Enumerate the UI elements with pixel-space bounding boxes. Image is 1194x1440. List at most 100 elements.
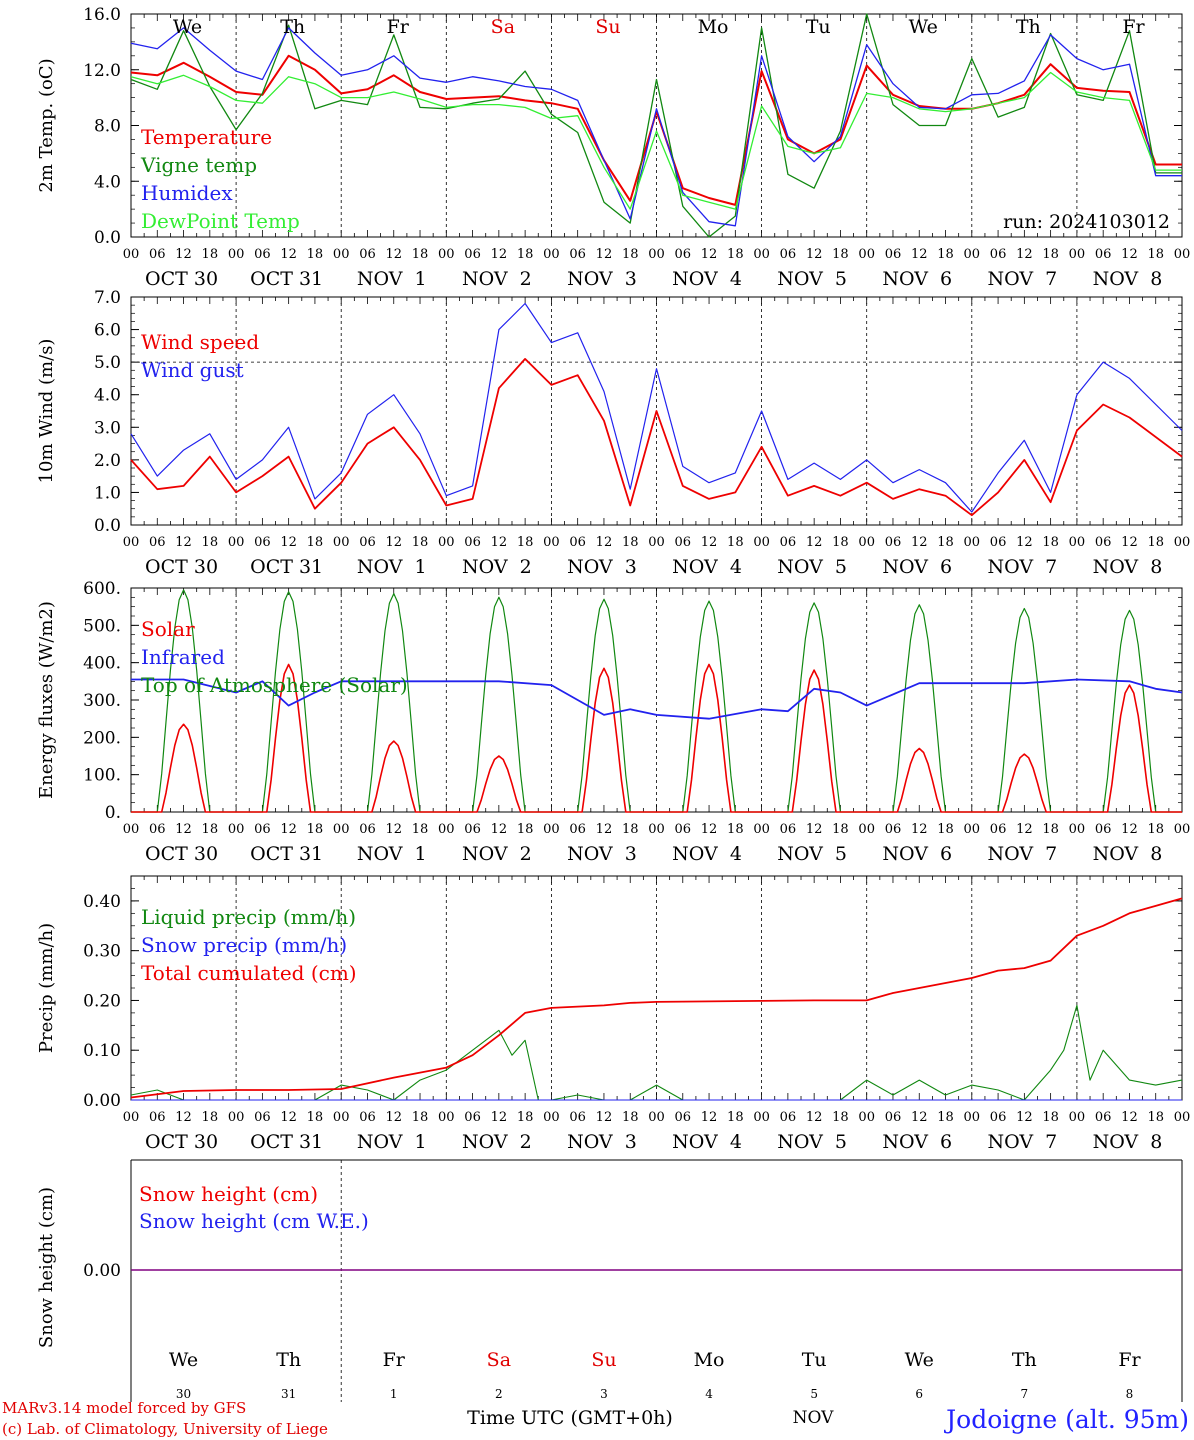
hour-tick-label: 00 [123,535,140,550]
day-name: We [173,16,202,38]
hour-tick-label: 12 [175,247,192,262]
hour-tick-label: 12 [596,822,613,837]
hour-tick-label: 00 [648,247,665,262]
hour-tick-label: 06 [780,535,797,550]
hour-tick-label: 18 [622,1110,639,1125]
date-label: NOV 2 [462,268,532,290]
hour-tick-label: 12 [806,822,823,837]
hour-tick-label: 12 [1121,1110,1138,1125]
month-label: NOV [793,1408,835,1428]
date-label: OCT 31 [250,843,323,865]
legend-entry: Temperature [141,125,272,149]
date-label: NOV 8 [1093,268,1163,290]
hour-tick-label: 12 [911,247,928,262]
y-tick-label: 6.0 [94,321,121,341]
hour-tick-label: 00 [648,1110,665,1125]
hour-tick-label: 06 [990,1110,1007,1125]
panel-2 [130,296,1183,526]
hour-tick-label: 18 [412,247,429,262]
day-number: 1 [390,1387,398,1401]
panel-1 [130,13,1183,238]
hour-tick-label: 00 [858,822,875,837]
day-name: Th [1016,16,1041,38]
y-tick-label: 5.0 [94,353,121,373]
series-line-3 [130,71,1182,210]
date-label: OCT 31 [250,556,323,578]
date-label: NOV 8 [1093,843,1163,865]
series-line-1 [130,302,1183,513]
hour-tick-label: 06 [990,247,1007,262]
day-name: Su [591,1349,616,1371]
hour-tick-label: 00 [123,1110,140,1125]
hour-tick-label: 00 [858,535,875,550]
hour-tick-label: 06 [569,822,586,837]
day-name: Th [276,1349,301,1371]
hour-tick-label: 06 [359,822,376,837]
day-name: Tu [806,16,831,38]
date-label: NOV 1 [357,556,427,578]
hour-tick-label: 18 [1147,822,1164,837]
hour-tick-label: 18 [832,822,849,837]
series-line-0 [130,54,1182,206]
hour-tick-label: 18 [832,247,849,262]
hour-tick-label: 06 [359,247,376,262]
hour-tick-label: 18 [202,822,219,837]
date-label: NOV 7 [987,556,1057,578]
hour-tick-label: 00 [438,822,455,837]
hour-tick-label: 12 [1016,822,1033,837]
plot-frame [130,13,1183,238]
legend-entry: Top of Atmosphere (Solar) [141,673,408,697]
hour-tick-label: 18 [937,822,954,837]
date-label: NOV 1 [357,843,427,865]
hour-tick-label: 18 [1042,247,1059,262]
hour-tick-label: 12 [385,535,402,550]
date-label: NOV 4 [672,843,742,865]
y-axis-label: Energy fluxes (W/m2) [36,601,57,799]
hour-tick-label: 00 [648,535,665,550]
panel-4 [130,875,1183,1101]
y-tick-label: 100. [83,766,121,786]
panel-3 [130,587,1183,813]
hour-tick-label: 06 [464,822,481,837]
date-label: NOV 7 [987,843,1057,865]
credit-line-1: MARv3.14 model forced by GFS [2,1399,246,1417]
date-label: OCT 31 [250,1131,323,1153]
hour-tick-label: 06 [675,535,692,550]
hour-tick-label: 18 [622,247,639,262]
date-label: NOV 8 [1093,1131,1163,1153]
legend-entry: Humidex [141,181,233,205]
y-tick-label: 3.0 [94,418,121,438]
hour-tick-label: 00 [1069,1110,1086,1125]
y-tick-label: 1.0 [94,483,121,503]
legend-entry: Total cumulated (cm) [141,961,357,985]
day-number: 7 [1021,1387,1029,1401]
date-label: NOV 3 [567,843,637,865]
day-number: 30 [176,1387,191,1401]
hour-tick-label: 06 [885,535,902,550]
hour-tick-label: 18 [832,1110,849,1125]
hour-tick-label: 00 [1174,822,1191,837]
hour-tick-label: 12 [1016,1110,1033,1125]
hour-tick-label: 18 [937,535,954,550]
legend-entry: Wind gust [141,358,244,382]
day-number: 4 [705,1387,713,1401]
y-tick-label: 2.0 [94,451,121,471]
hour-tick-label: 06 [990,822,1007,837]
series-line-2 [130,27,1182,227]
y-tick-label: 600. [83,579,121,599]
hour-tick-label: 18 [937,1110,954,1125]
hour-tick-label: 00 [123,247,140,262]
hour-tick-label: 00 [543,1110,560,1125]
hour-tick-label: 18 [1147,535,1164,550]
hour-tick-label: 18 [517,535,534,550]
hour-tick-label: 12 [596,535,613,550]
hour-tick-label: 00 [1069,822,1086,837]
y-tick-label: 300. [83,691,121,711]
hour-tick-label: 06 [149,535,166,550]
day-name: Fr [1118,1349,1141,1371]
hour-tick-label: 06 [149,822,166,837]
day-name: Mo [694,1349,725,1371]
hour-tick-label: 00 [753,535,770,550]
hour-tick-label: 06 [675,822,692,837]
